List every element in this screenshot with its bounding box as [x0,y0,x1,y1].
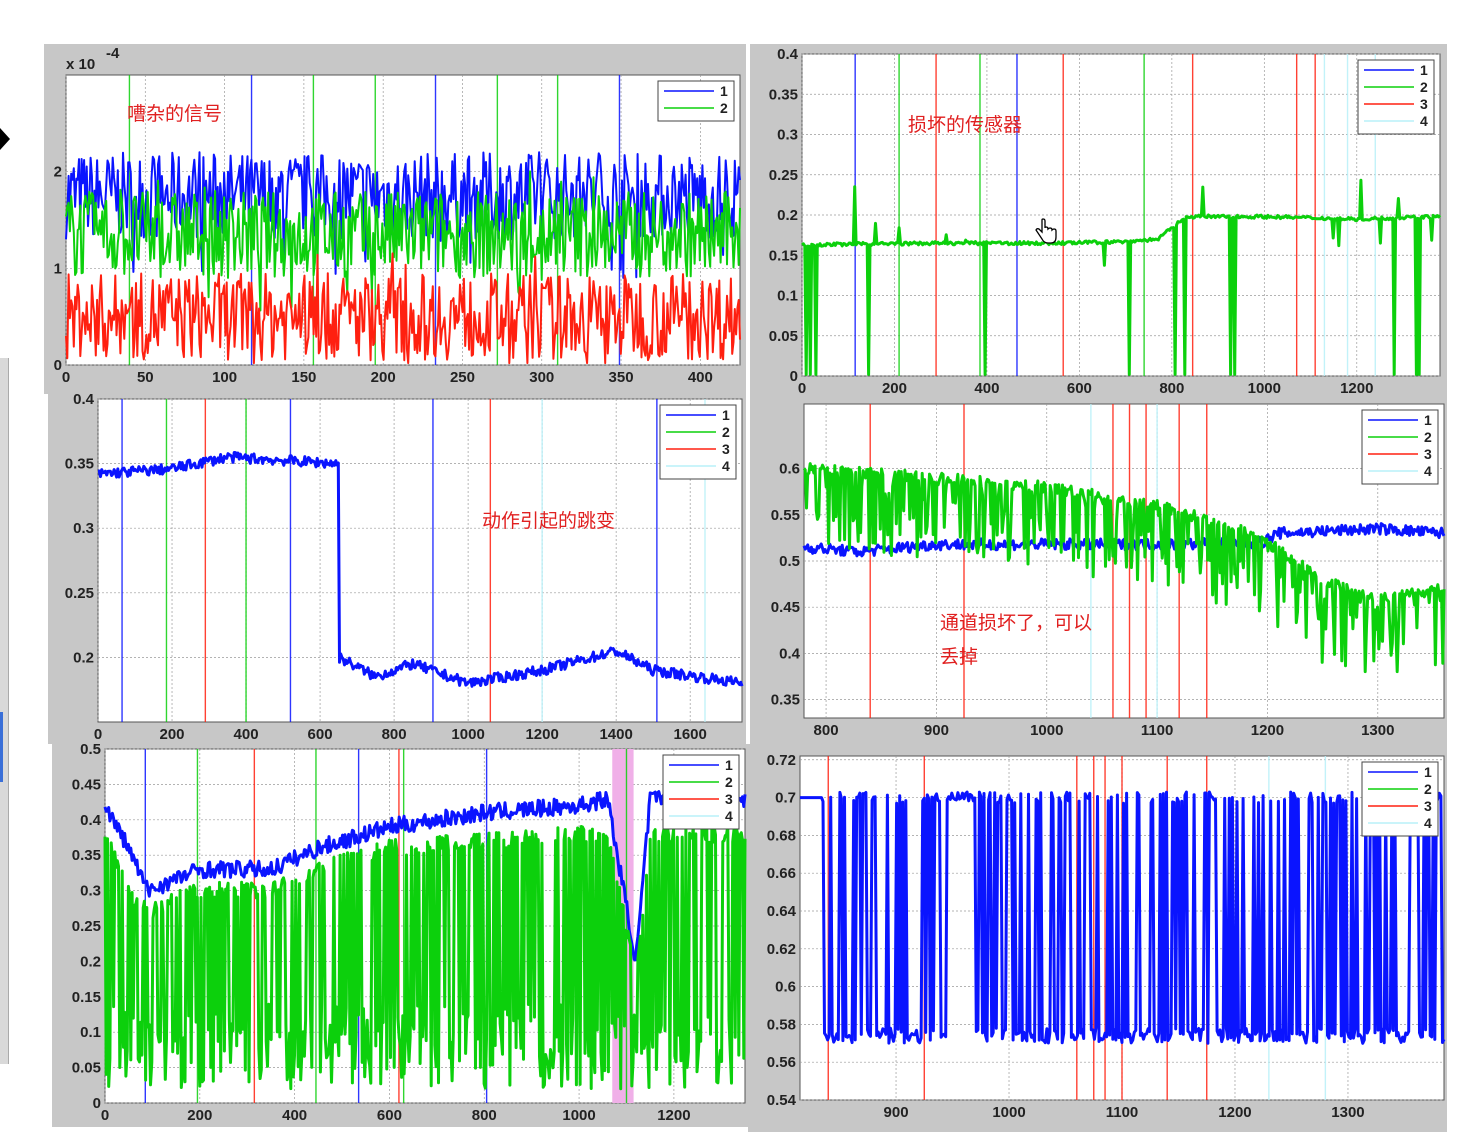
annotation-motion-jump: 动作引起的跳变 [482,510,616,532]
plot-frame-5 [52,744,748,1127]
annotation-noisy-signal: 嘈杂的信号 [127,103,223,125]
plot-frame-6 [748,744,1447,1132]
annotation-channel-broken: 通道损坏了，可以 [940,612,1093,634]
annotation-broken-sensor: 损坏的传感器 [908,114,1023,136]
plot-frame-3 [48,394,746,744]
plot-frame-2 [750,44,1447,394]
sidebar-selection-marker [0,712,3,782]
sidebar-scrollbar[interactable] [0,358,9,1064]
hand-cursor-icon [1035,218,1057,244]
plot-frame-4 [750,394,1447,744]
annotation-can-drop: 丢掉 [940,646,979,668]
bullet-arrow-icon [0,128,10,150]
